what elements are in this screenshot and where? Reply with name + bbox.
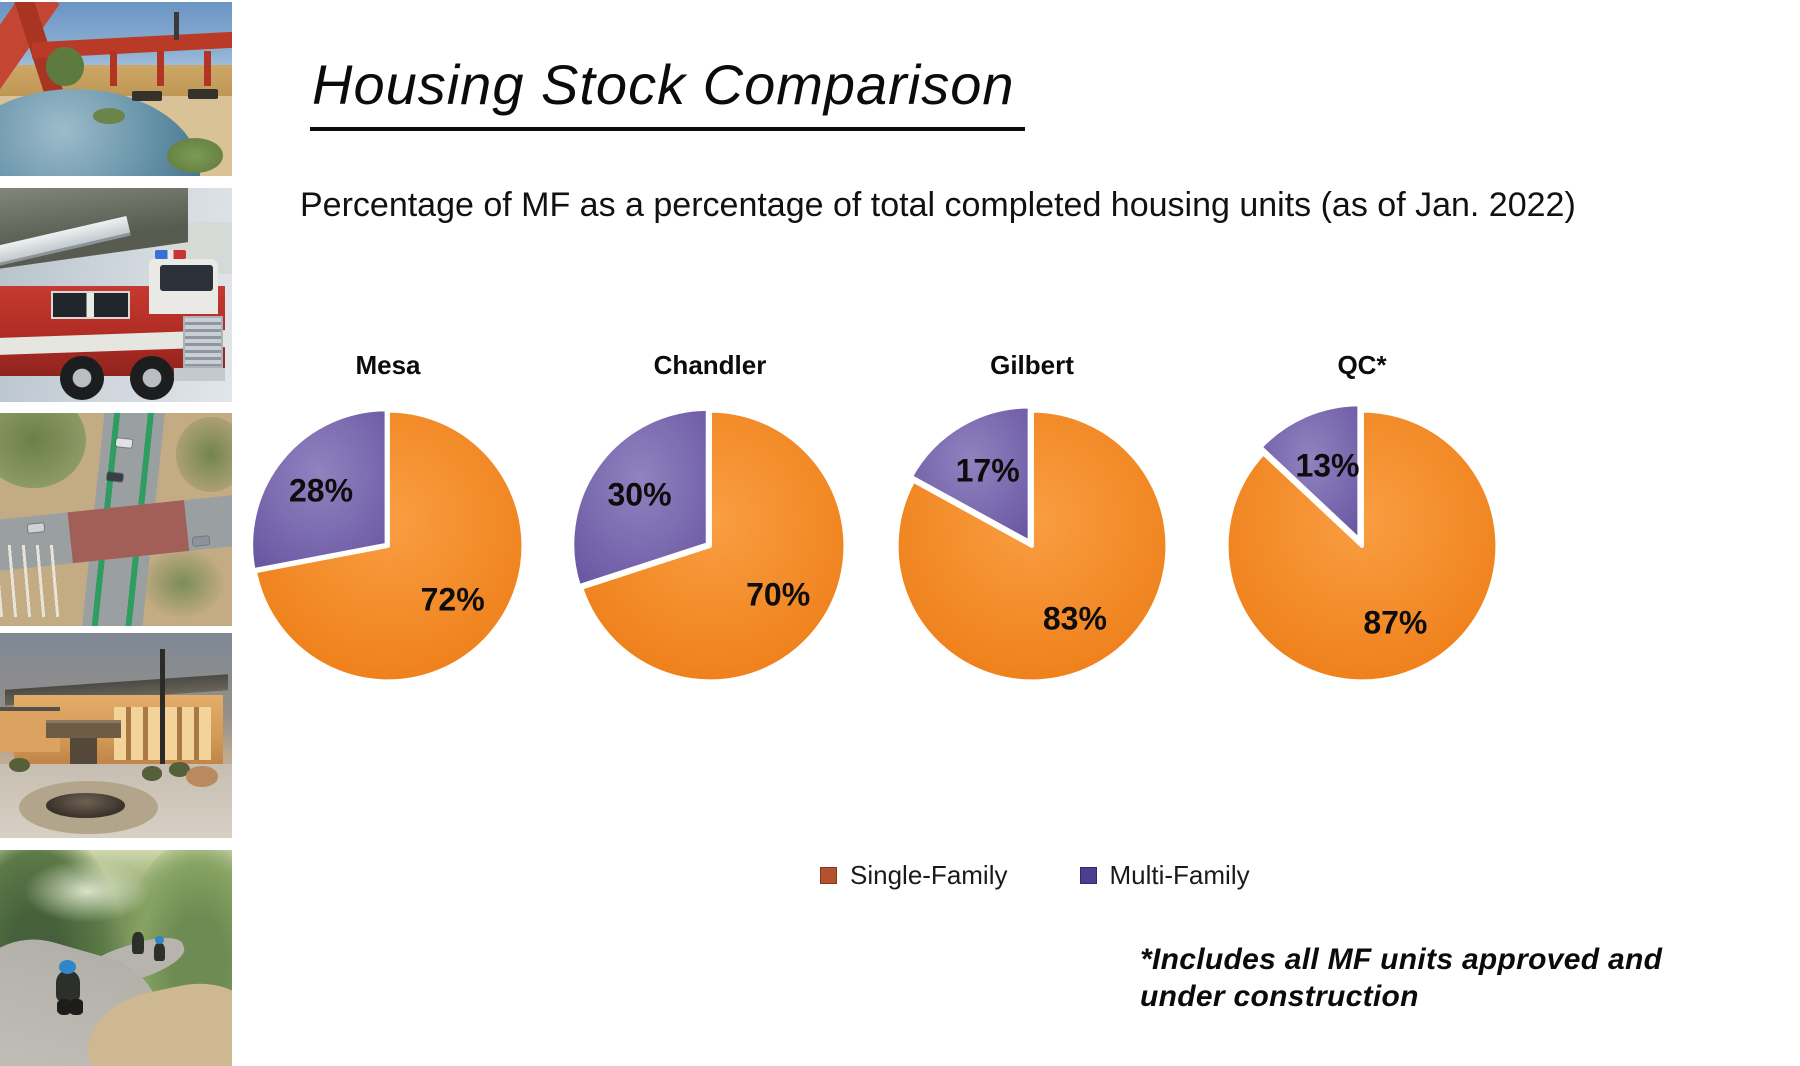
page-title: Housing Stock Comparison [310, 52, 1025, 131]
pct-label-single-family: 72% [420, 581, 485, 618]
pie-title: Mesa [355, 350, 421, 380]
pct-label-multi-family: 13% [1295, 447, 1360, 484]
front-grille [183, 316, 223, 368]
car [27, 522, 45, 533]
pie-graphic [1224, 402, 1500, 684]
pie-graphic-wrap: 17% 83% [887, 401, 1177, 691]
legend-swatch-multi-family [1079, 867, 1097, 884]
footnote-line-1: *Includes all MF units approved and [1140, 943, 1663, 976]
blue-helmet [154, 936, 164, 945]
bicycle-wheels [56, 999, 83, 1016]
pct-label-single-family: 83% [1042, 600, 1107, 636]
car [192, 535, 210, 546]
pct-label-single-family: 87% [1363, 604, 1428, 641]
pct-label-multi-family: 28% [288, 472, 354, 509]
cyclist [132, 932, 145, 955]
bush [169, 762, 191, 777]
photo-fire-truck [0, 188, 232, 402]
photo-park-ramada-pond [0, 2, 232, 176]
pct-label-multi-family: 17% [955, 452, 1020, 489]
legend-swatch-single-family [820, 867, 837, 884]
pie-graphic-wrap: 13% 87% [1217, 401, 1507, 691]
light-haze [23, 858, 151, 924]
pie-title: Chandler [653, 350, 767, 380]
crew-cab-windows [51, 290, 130, 319]
shrub [92, 108, 126, 124]
bush [9, 758, 31, 773]
pie-chart-gilbert: Gilbert 17% 83% [882, 350, 1182, 691]
pie-graphic [894, 404, 1170, 684]
chart-legend: Single-Family Multi-Family [820, 860, 1250, 891]
pct-label-single-family: 70% [746, 576, 811, 613]
car [106, 471, 124, 482]
blue-helmet [59, 960, 77, 975]
parking-stripes [0, 545, 61, 618]
bumper [174, 367, 226, 381]
emergency-lights [155, 250, 186, 259]
light-pole [174, 12, 179, 41]
entrance [69, 737, 98, 765]
photo-family-bike-path [0, 850, 232, 1066]
windshield [160, 265, 214, 291]
wheel [60, 355, 105, 400]
photo-aerial-intersection [0, 413, 232, 626]
light-pole [160, 649, 165, 810]
park-bench [187, 89, 219, 100]
legend-label: Single-Family [850, 860, 1008, 890]
agave-plant [167, 137, 223, 173]
entry-canopy [46, 723, 121, 738]
wheel [129, 355, 174, 400]
pct-label-multi-family: 30% [607, 476, 672, 513]
cyclist-child [154, 942, 166, 961]
tree [46, 47, 84, 86]
ramada-posts [69, 50, 232, 86]
pie-title: Gilbert [990, 350, 1074, 380]
car [115, 437, 133, 448]
fire-bowl-fountain [46, 792, 126, 818]
subtitle: Percentage of MF as a percentage of tota… [300, 186, 1576, 224]
photo-community-center [0, 633, 232, 838]
pie-chart-qc: QC* 13% 87% [1212, 350, 1512, 691]
trees [141, 549, 223, 618]
footnote-line-2: under construction [1140, 979, 1419, 1013]
pie-graphic-wrap: 30% 70% [565, 401, 855, 691]
legend-item-single-family: Single-Family [820, 860, 1008, 891]
pie-title: QC* [1337, 350, 1387, 380]
bush [141, 766, 163, 781]
trees [176, 417, 232, 492]
pie-chart-chandler: Chandler 30% 70% [560, 350, 860, 691]
legend-item-multi-family: Multi-Family [1079, 860, 1250, 891]
legend-label: Multi-Family [1109, 860, 1250, 890]
pie-chart-mesa: Mesa 28% 72% [238, 350, 538, 691]
pie-graphic [249, 407, 526, 684]
park-bench [132, 90, 163, 102]
pie-graphic-wrap: 28% 72% [243, 401, 533, 691]
boulder [185, 766, 219, 787]
cyclist-foreground [55, 970, 80, 1001]
footnote: *Includes all MF units approved and unde… [1140, 942, 1800, 1015]
pie-graphic [570, 406, 848, 684]
